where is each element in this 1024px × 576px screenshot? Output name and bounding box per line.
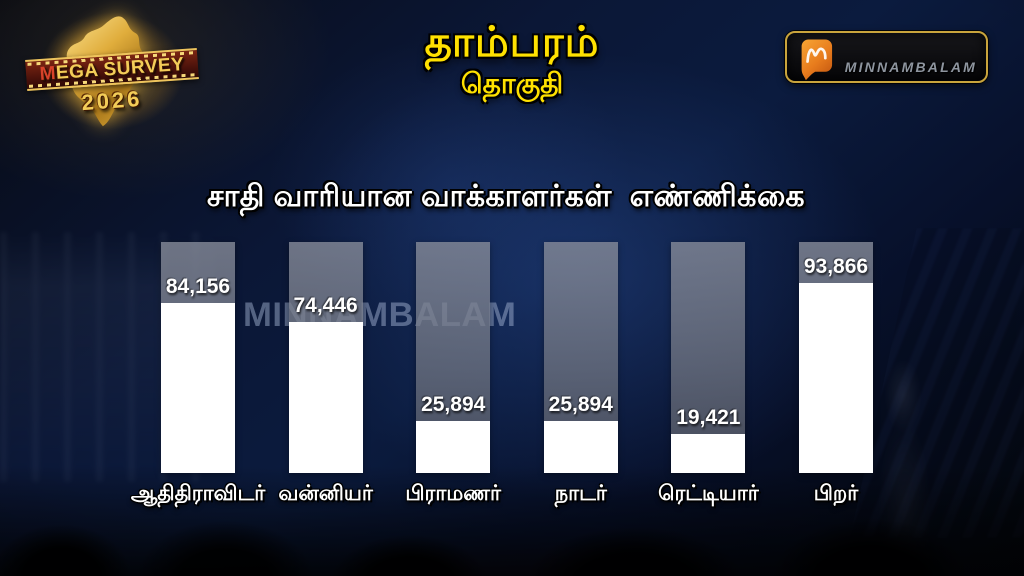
bar-track: 84,156 — [161, 242, 235, 473]
bar-category-label: ரெட்டியார் — [658, 482, 759, 505]
bar-track: 93,866 — [798, 242, 873, 473]
bar-group-1: 84,156 ஆதிதிராவிடர் — [131, 242, 265, 508]
bar-value-label: 84,156 — [165, 275, 231, 298]
chart-heading: சாதி வாரியான வாக்காளர்கள் எண்ணிக்கை — [206, 180, 806, 213]
bar-category-label: பிறர் — [813, 482, 859, 505]
bar-value-label: 25,894 — [421, 393, 486, 416]
bar-value-label: 19,421 — [676, 406, 741, 429]
bar-group-4: 25,894 நாடர் — [543, 242, 618, 508]
bar-category-label: வன்னியர் — [278, 482, 373, 505]
bar-value-label: 25,894 — [548, 393, 613, 416]
bar-track: 74,446 — [288, 242, 363, 473]
bar-value-label: 74,446 — [293, 294, 358, 317]
bar-fill — [798, 283, 873, 473]
bar-fill — [416, 421, 491, 473]
bar-fill — [671, 434, 746, 473]
bar-group-3: 25,894 பிராமணர் — [405, 242, 501, 508]
bar-group-2: 74,446 வன்னியர் — [278, 242, 373, 508]
bar-group-5: 19,421 ரெட்டியார் — [658, 242, 759, 508]
background-crowd-silhouette — [0, 466, 1024, 576]
bar-value-label: 93,866 — [803, 255, 869, 278]
minnambalam-logo-text: MINNAMBALAM — [844, 59, 977, 75]
bar-category-label: நாடர் — [554, 482, 607, 505]
bar-track: 25,894 — [416, 242, 491, 473]
bar-category-label: ஆதிதிராவிடர் — [130, 482, 266, 505]
bar-group-6: 93,866 பிறர் — [798, 242, 873, 508]
bar-track: 25,894 — [543, 242, 618, 473]
bar-fill — [161, 303, 235, 473]
bar-fill — [288, 322, 363, 473]
minnambalam-logo: MINNAMBALAM — [785, 31, 988, 83]
caste-voter-bar-chart: 84,156 ஆதிதிராவிடர் 74,446 வன்னியர் 25,894 பி… — [131, 242, 873, 508]
bar-category-label: பிராமணர் — [405, 482, 501, 505]
mega-survey-logo: MEGA SURVEY 2026 — [20, 0, 204, 146]
bar-track: 19,421 — [671, 242, 746, 473]
bar-fill — [543, 421, 618, 473]
minnambalam-m-icon — [801, 39, 833, 81]
mega-survey-text: MEGA SURVEY — [38, 53, 185, 85]
